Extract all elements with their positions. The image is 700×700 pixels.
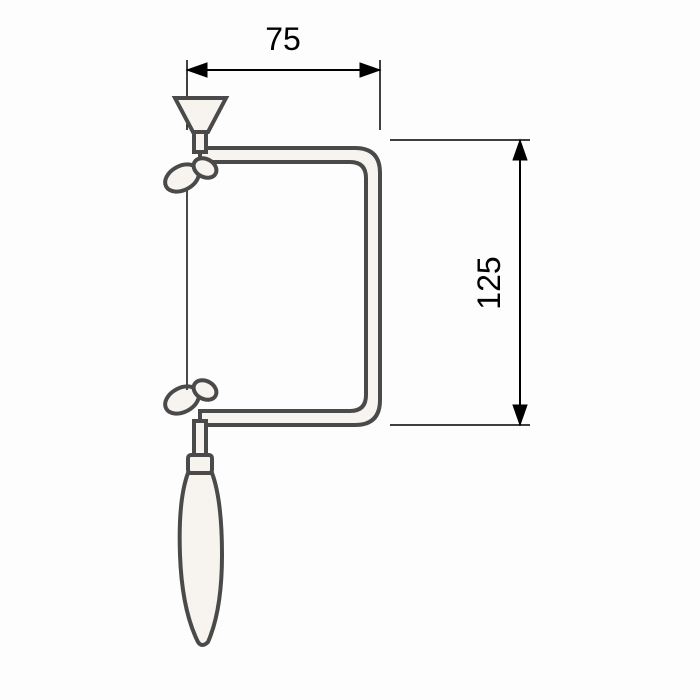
dimension-width-label: 75 [265, 21, 301, 57]
bottom-post [194, 421, 206, 457]
handle [180, 473, 222, 645]
top-clamp [160, 154, 219, 197]
tension-knob [175, 98, 226, 132]
saw-frame [200, 148, 380, 425]
ferrule [188, 455, 212, 473]
technical-drawing: 75 125 [0, 0, 700, 700]
saw-illustration [160, 98, 380, 645]
dimension-height-label: 125 [471, 256, 507, 309]
dimension-height: 125 [390, 140, 530, 425]
